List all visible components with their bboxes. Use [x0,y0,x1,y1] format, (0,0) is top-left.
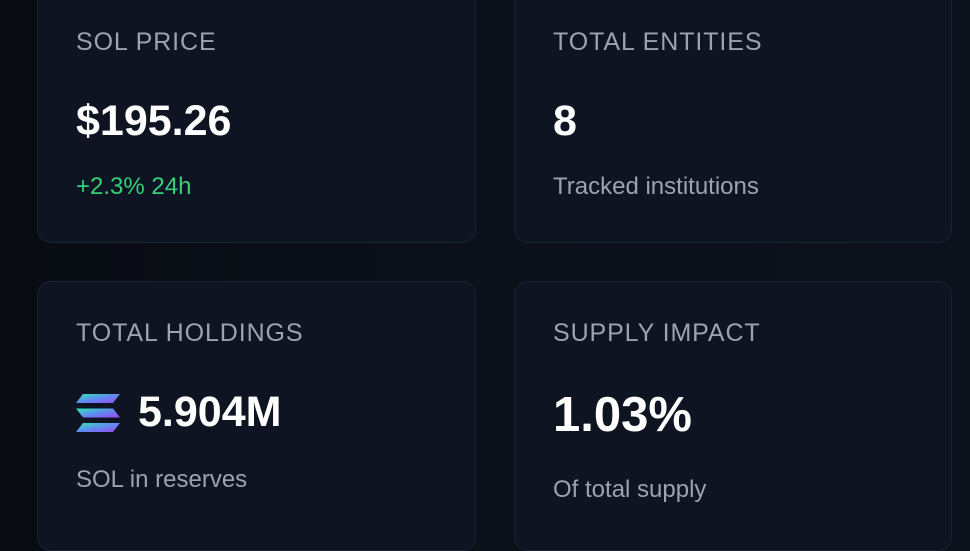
total-entities-card: TOTAL ENTITIES 8 Tracked institutions [514,0,952,243]
total-holdings-value: 5.904M [138,388,282,436]
sol-price-value: $195.26 [76,97,232,145]
total-holdings-value-row: 5.904M [74,388,281,437]
supply-impact-value: 1.03% [553,388,692,442]
sol-price-card: SOL PRICE $195.26 +2.3% 24h [37,0,476,243]
total-holdings-card: TOTAL HOLDINGS 5.904M SOL in reserves [37,281,476,551]
supply-impact-caption: Of total supply [553,476,707,503]
total-entities-caption: Tracked institutions [553,173,759,200]
total-entities-value: 8 [553,97,577,145]
supply-impact-label: SUPPLY IMPACT [553,319,761,347]
total-holdings-label: TOTAL HOLDINGS [76,319,304,347]
total-holdings-caption: SOL in reserves [76,466,248,493]
sol-price-label: SOL PRICE [76,28,217,56]
supply-impact-card: SUPPLY IMPACT 1.03% Of total supply [514,281,952,551]
total-entities-label: TOTAL ENTITIES [553,28,763,56]
solana-logo-icon [74,392,122,434]
sol-price-change: +2.3% 24h [76,173,192,200]
